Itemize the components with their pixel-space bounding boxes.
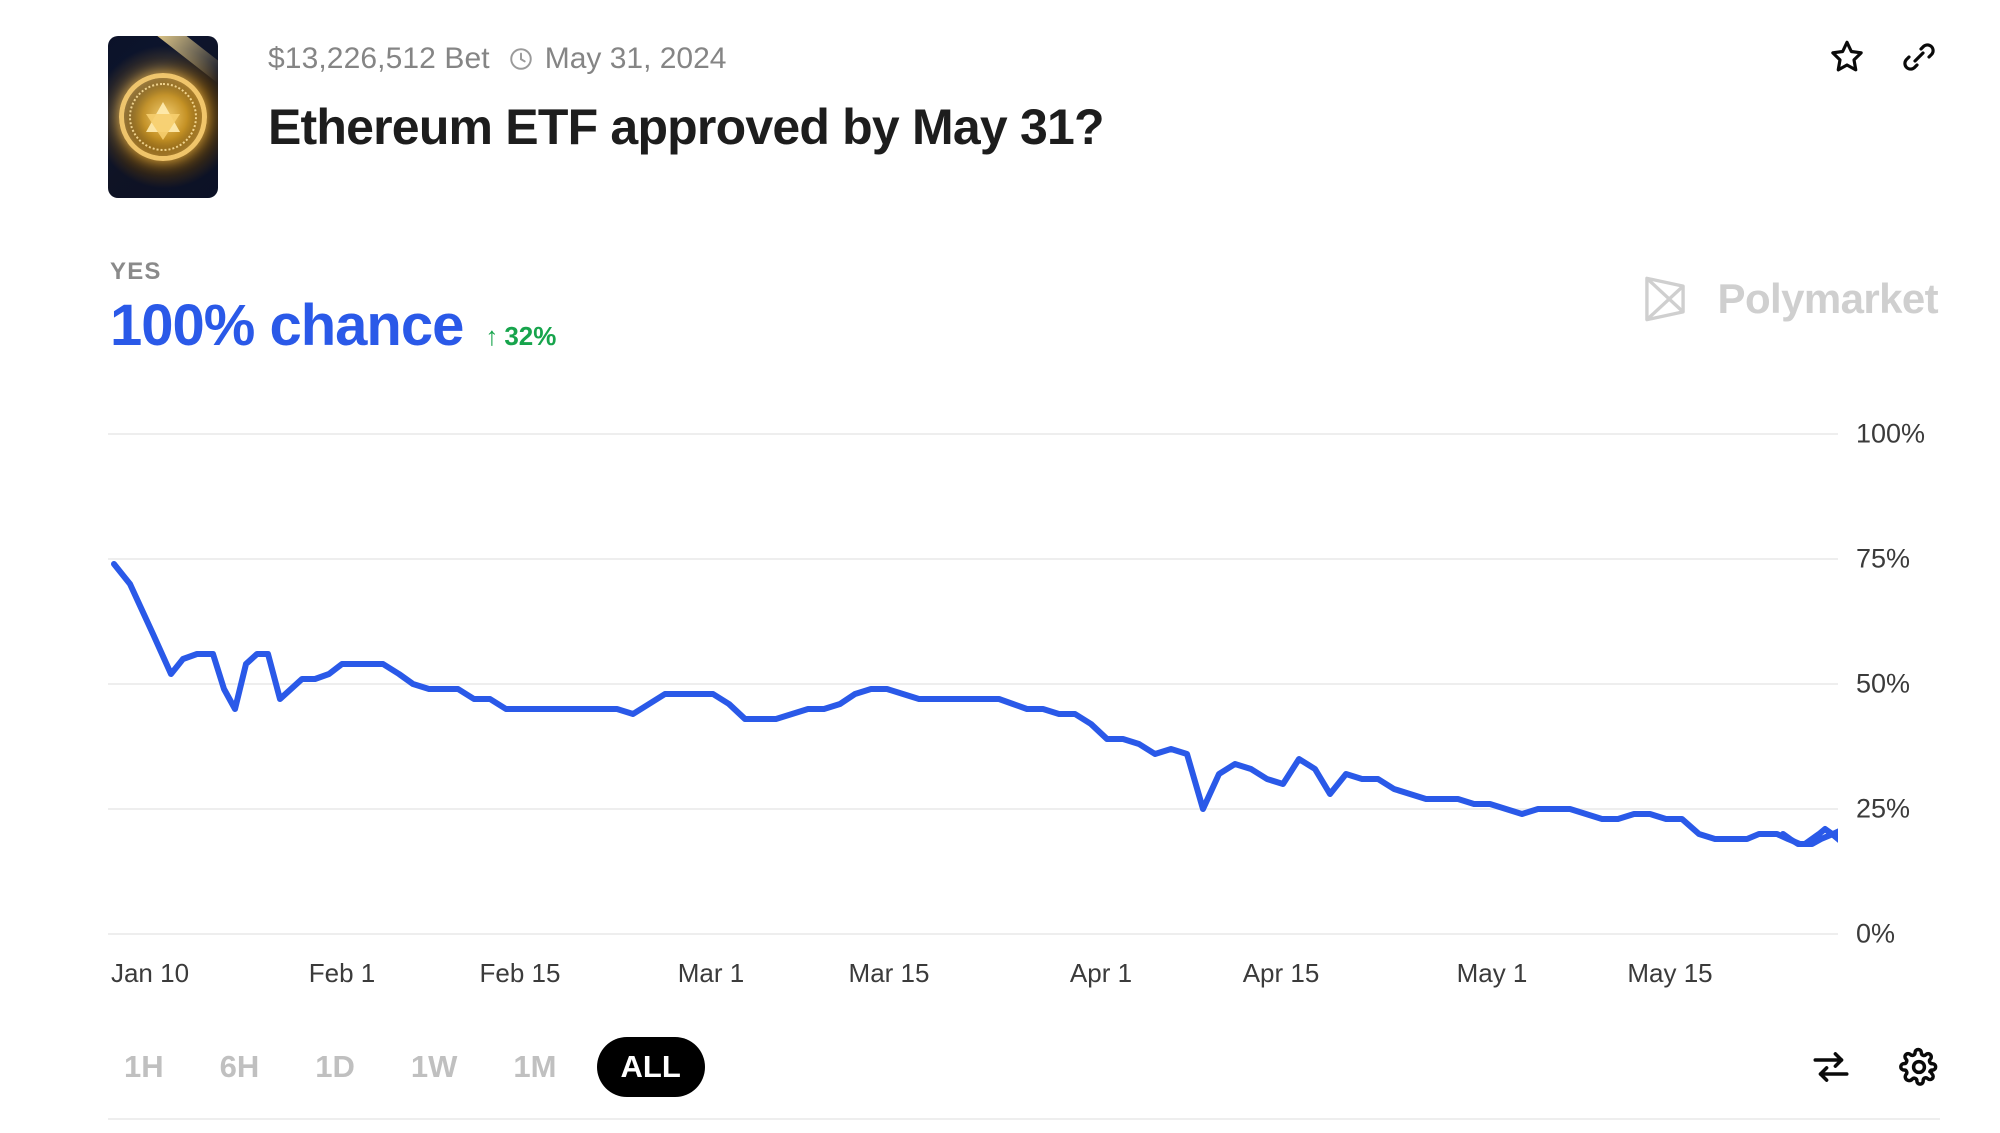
x-tick-may-1: May 1: [1456, 958, 1528, 988]
market-end-date-text: May 31, 2024: [544, 42, 727, 75]
y-axis-labels: 100% 75% 50% 25% 0%: [1856, 410, 1996, 949]
polymarket-watermark: Polymarket: [1634, 268, 1939, 330]
chart-footer: 1H 6H 1D 1W 1M ALL: [108, 1032, 1940, 1102]
y-tick-50: 50%: [1856, 668, 1911, 699]
gear-icon: [1899, 1047, 1938, 1086]
y-tick-100: 100%: [1856, 418, 1926, 449]
change-value: 32%: [504, 321, 557, 351]
x-axis-labels: Jan 10 Feb 1 Feb 15 Mar 1 Mar 15 Apr 1 A…: [108, 958, 1838, 998]
link-icon: [1903, 43, 1935, 71]
x-tick-apr-15: Apr 15: [1242, 958, 1320, 988]
time-range-selector[interactable]: 1H 6H 1D 1W 1M ALL: [108, 1037, 705, 1097]
x-tick-feb-15: Feb 15: [479, 958, 561, 988]
market-volume: $13,226,512 Bet: [268, 42, 490, 75]
market-thumbnail: [108, 36, 218, 198]
y-tick-25: 25%: [1856, 793, 1911, 824]
x-tick-mar-1: Mar 1: [677, 958, 745, 988]
arrow-up-icon: ↑: [485, 321, 499, 351]
outcome-value-row: 100% chance ↑ 32%: [110, 292, 556, 359]
x-tick-feb-1: Feb 1: [308, 958, 376, 988]
change-badge: ↑ 32%: [485, 321, 556, 352]
swap-arrows-icon: [1813, 1052, 1849, 1082]
clock-icon: [509, 48, 532, 70]
favorite-button[interactable]: [1826, 36, 1868, 78]
range-6h[interactable]: 6H: [219, 1049, 260, 1084]
copy-link-button[interactable]: [1898, 36, 1940, 78]
polymarket-wordmark: Polymarket: [1717, 275, 1939, 322]
thumbnail-coin-ring: [119, 73, 207, 161]
range-1h[interactable]: 1H: [124, 1049, 164, 1084]
chart-tools: [1810, 1046, 1940, 1088]
outcome-label: YES: [110, 258, 162, 285]
range-1w[interactable]: 1W: [410, 1049, 458, 1084]
bottom-divider: [108, 1118, 1940, 1120]
range-1m[interactable]: 1M: [513, 1049, 557, 1084]
chart-plot-area[interactable]: [108, 410, 1838, 935]
page-title: Ethereum ETF approved by May 31?: [268, 99, 1105, 155]
market-end-date: May 31, 2024: [508, 42, 727, 76]
market-meta: $13,226,512 Bet May 31, 2024: [268, 42, 727, 76]
price-line-tail: [1780, 826, 1838, 847]
outcome-price-block: YES 100% chance ↑ 32%: [110, 258, 556, 359]
x-tick-jan-10: Jan 10: [110, 958, 190, 988]
x-tick-apr-1: Apr 1: [1069, 958, 1133, 988]
thumbnail-coin-inner-ring: [129, 83, 197, 151]
chart-settings-button[interactable]: [1898, 1046, 1940, 1088]
x-tick-mar-15: Mar 15: [848, 958, 930, 988]
ethereum-logo-lower-icon: [146, 113, 180, 140]
price-line: [111, 561, 1838, 847]
y-tick-0: 0%: [1856, 918, 1896, 949]
range-all[interactable]: ALL: [596, 1037, 705, 1097]
market-header: $13,226,512 Bet May 31, 2024 Ethereum ET…: [108, 36, 1940, 216]
swap-outcome-button[interactable]: [1810, 1046, 1852, 1088]
chance-value: 100% chance: [110, 293, 464, 358]
header-actions: [1826, 36, 1940, 78]
polymarket-logo-icon: [1644, 276, 1685, 322]
price-history-chart[interactable]: 100% 75% 50% 25% 0% Jan 10 Feb 1 Feb 15 …: [108, 410, 1925, 988]
y-tick-75: 75%: [1856, 543, 1911, 574]
star-icon: [1831, 40, 1863, 72]
chart-gridlines: [108, 433, 1838, 935]
range-1d[interactable]: 1D: [315, 1049, 355, 1084]
x-tick-may-15: May 15: [1627, 958, 1713, 988]
